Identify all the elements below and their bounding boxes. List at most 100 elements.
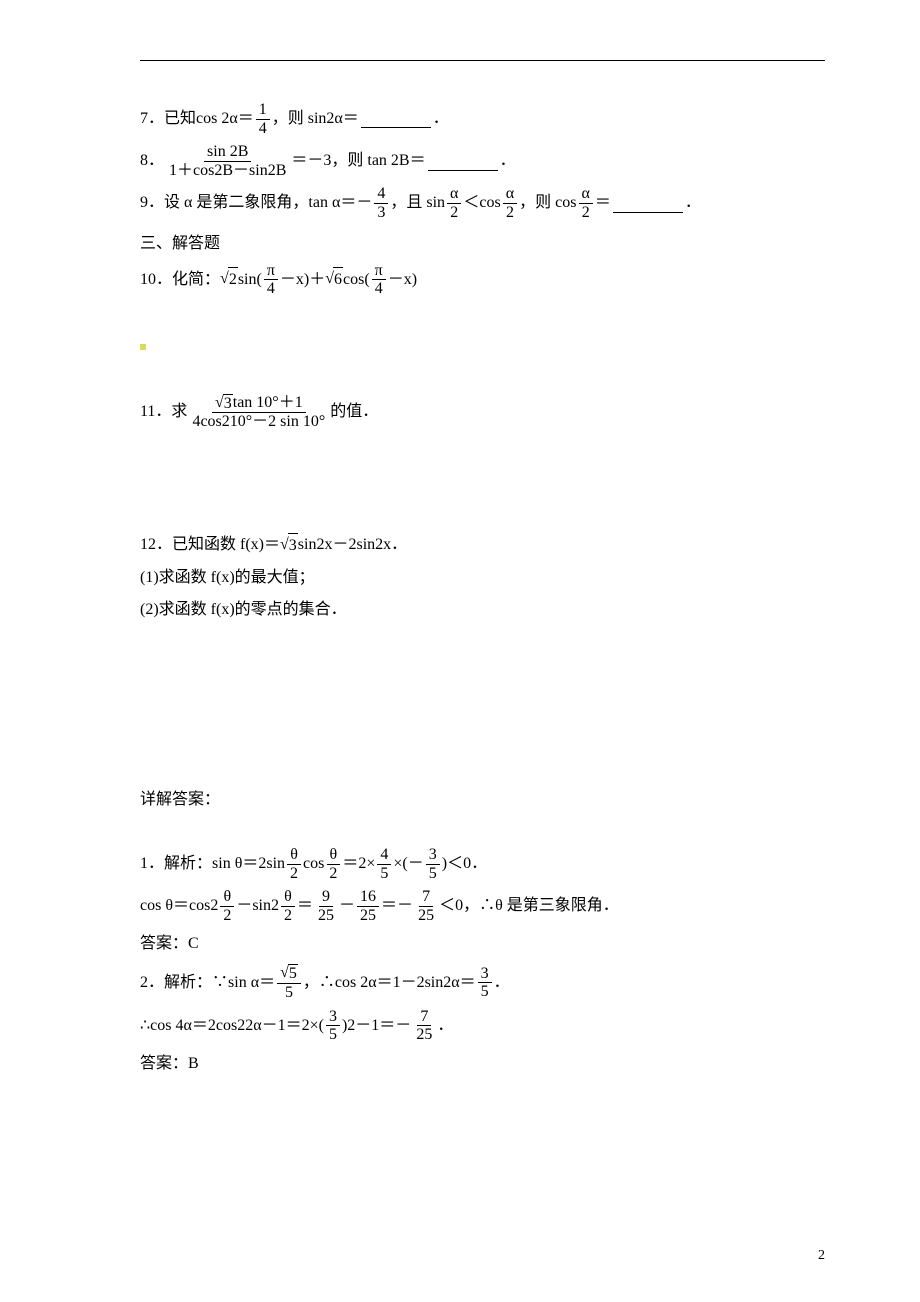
a1-l2f: ＜0，∴θ 是第三象限角． bbox=[439, 894, 619, 918]
a2-l2c: ． bbox=[437, 1014, 453, 1038]
a1-d: ×(－ bbox=[393, 852, 423, 876]
yellow-marker-icon bbox=[140, 344, 146, 350]
a1-l2e: ＝－ bbox=[381, 894, 413, 918]
a2-c: ． bbox=[494, 971, 510, 995]
q9-blank bbox=[613, 194, 683, 213]
question-8: 8． sin 2B 1＋cos2B－sin2B ＝－3，则 tan 2B＝ ． bbox=[140, 143, 825, 179]
q12-part2: (2)求函数 f(x)的零点的集合． bbox=[140, 598, 825, 622]
answer-2-line2: ∴cos 4α＝2cos22α－1＝2×( 35 )2－1＝－ 725 ． bbox=[140, 1008, 825, 1044]
a1-f1: θ2 bbox=[287, 846, 301, 882]
q10-f2: π 4 bbox=[372, 262, 386, 298]
page-number: 2 bbox=[818, 1245, 825, 1266]
a1-l2b: －sin2 bbox=[236, 894, 279, 918]
a1-e: )＜0． bbox=[442, 852, 487, 876]
q11-num: 11． bbox=[140, 400, 171, 424]
q7-text-a: 已知cos 2α＝ bbox=[164, 107, 254, 131]
q12-a: 已知函数 f(x)＝ bbox=[172, 533, 280, 557]
a2-sqrt: 5 bbox=[280, 964, 298, 983]
question-12: 12． 已知函数 f(x)＝ 3 sin2x－2sin2x． bbox=[140, 533, 825, 558]
answer-1-line1: 1． 解析：sin θ＝2sin θ2 cos θ2 ＝2× 45 ×(－ 35… bbox=[140, 846, 825, 882]
question-11: 11． 求 3tan 10°＋1 4cos210°－2 sin 10° 的值． bbox=[140, 394, 825, 431]
q9-a: 设 α 是第二象限角，tan α＝－ bbox=[164, 191, 372, 215]
a1-f8: 1625 bbox=[357, 888, 379, 924]
q9-b: ，且 sin bbox=[390, 191, 445, 215]
a2-a: 解析：∵sin α＝ bbox=[164, 971, 275, 995]
a2-f2: 35 bbox=[478, 965, 492, 1001]
q10-sqrt1: 2 bbox=[220, 267, 238, 292]
a1-f7: 925 bbox=[315, 888, 337, 924]
q10-a: 化简： bbox=[172, 268, 220, 292]
a1-f5: θ2 bbox=[220, 888, 234, 924]
q10-d: cos( bbox=[343, 268, 370, 292]
a1-f3: 45 bbox=[377, 846, 391, 882]
a2-num: 2． bbox=[140, 971, 164, 995]
q9-e: ＝ bbox=[595, 191, 611, 215]
q8-blank bbox=[428, 152, 498, 171]
q9-post: ． bbox=[685, 191, 701, 215]
answers-header: 详解答案： bbox=[140, 788, 825, 812]
a2-b: ，∴cos 2α＝1－2sin2α＝ bbox=[303, 971, 476, 995]
a2-l2b: )2－1＝－ bbox=[342, 1014, 411, 1038]
q7-frac: 1 4 bbox=[256, 101, 270, 137]
q9-num: 9． bbox=[140, 191, 164, 215]
q7-text-c: ． bbox=[433, 107, 449, 131]
a1-l2d: － bbox=[339, 894, 355, 918]
q10-num: 10． bbox=[140, 268, 172, 292]
q9-f1: 4 3 bbox=[374, 185, 388, 221]
q10-f1: π 4 bbox=[264, 262, 278, 298]
q11-sqrt: 3 bbox=[215, 394, 233, 413]
a1-f2: θ2 bbox=[326, 846, 340, 882]
section-3-heading: 三、解答题 bbox=[140, 232, 825, 256]
a2-l2a: ∴cos 4α＝2cos22α－1＝2×( bbox=[140, 1014, 324, 1038]
a1-l2c: ＝ bbox=[297, 894, 313, 918]
answer-2-line1: 2． 解析：∵sin α＝ 5 5 ，∴cos 2α＝1－2sin2α＝ 35 … bbox=[140, 964, 825, 1001]
q7-text-b: ，则 sin2α＝ bbox=[272, 107, 359, 131]
a1-answer: 答案：C bbox=[140, 932, 825, 956]
q11-frac: 3tan 10°＋1 4cos210°－2 sin 10° bbox=[189, 394, 328, 431]
a2-f1: 5 5 bbox=[277, 964, 301, 1001]
q8-frac: sin 2B 1＋cos2B－sin2B bbox=[166, 143, 289, 179]
q11-frac-num: 3tan 10°＋1 bbox=[212, 394, 306, 414]
a1-f6: θ2 bbox=[281, 888, 295, 924]
q11-b: 的值． bbox=[330, 400, 378, 424]
q9-f3: α 2 bbox=[503, 185, 517, 221]
a2-f4: 725 bbox=[413, 1008, 435, 1044]
q8-num: 8． bbox=[140, 149, 164, 173]
a1-num: 1． bbox=[140, 852, 164, 876]
a1-b: cos bbox=[303, 852, 324, 876]
gap bbox=[140, 437, 825, 527]
question-7: 7． 已知cos 2α＝ 1 4 ，则 sin2α＝ ． bbox=[140, 101, 825, 137]
q9-f4: α 2 bbox=[579, 185, 593, 221]
q12-sqrt: 3 bbox=[280, 533, 298, 558]
answer-1-line2: cos θ＝cos2 θ2 －sin2 θ2 ＝ 925 － 1625 ＝－ 7… bbox=[140, 888, 825, 924]
a1-c: ＝2× bbox=[342, 852, 375, 876]
q8-text-mid: ＝－3，则 tan 2B＝ bbox=[291, 149, 425, 173]
q12-num: 12． bbox=[140, 533, 172, 557]
a1-a: 解析：sin θ＝2sin bbox=[164, 852, 285, 876]
q10-c: －x)＋ bbox=[280, 268, 325, 292]
gap bbox=[140, 630, 825, 780]
a2-f1-num: 5 bbox=[277, 964, 301, 984]
q11-a: 求 bbox=[171, 400, 187, 424]
question-9: 9． 设 α 是第二象限角，tan α＝－ 4 3 ，且 sin α 2 ＜co… bbox=[140, 185, 825, 221]
gap bbox=[140, 820, 825, 840]
top-rule bbox=[140, 60, 825, 61]
q9-c: ＜cos bbox=[463, 191, 500, 215]
a2-answer: 答案：B bbox=[140, 1052, 825, 1076]
question-10: 10． 化简： 2 sin( π 4 －x)＋ 6 cos( π 4 －x) bbox=[140, 262, 825, 298]
q9-f2: α 2 bbox=[447, 185, 461, 221]
page: 7． 已知cos 2α＝ 1 4 ，则 sin2α＝ ． 8． sin 2B 1… bbox=[0, 0, 920, 1302]
q8-text-post: ． bbox=[500, 149, 516, 173]
q7-num: 7． bbox=[140, 107, 164, 131]
q10-b: sin( bbox=[238, 268, 262, 292]
q10-sqrt2: 6 bbox=[325, 267, 343, 292]
q12-b: sin2x－2sin2x． bbox=[298, 533, 407, 557]
q12-part1: (1)求函数 f(x)的最大值； bbox=[140, 566, 825, 590]
q9-d: ，则 cos bbox=[519, 191, 576, 215]
a2-f3: 35 bbox=[326, 1008, 340, 1044]
a1-f4: 35 bbox=[426, 846, 440, 882]
a1-l2a: cos θ＝cos2 bbox=[140, 894, 218, 918]
q7-blank bbox=[361, 110, 431, 129]
q10-e: －x) bbox=[388, 268, 417, 292]
a1-f9: 725 bbox=[415, 888, 437, 924]
